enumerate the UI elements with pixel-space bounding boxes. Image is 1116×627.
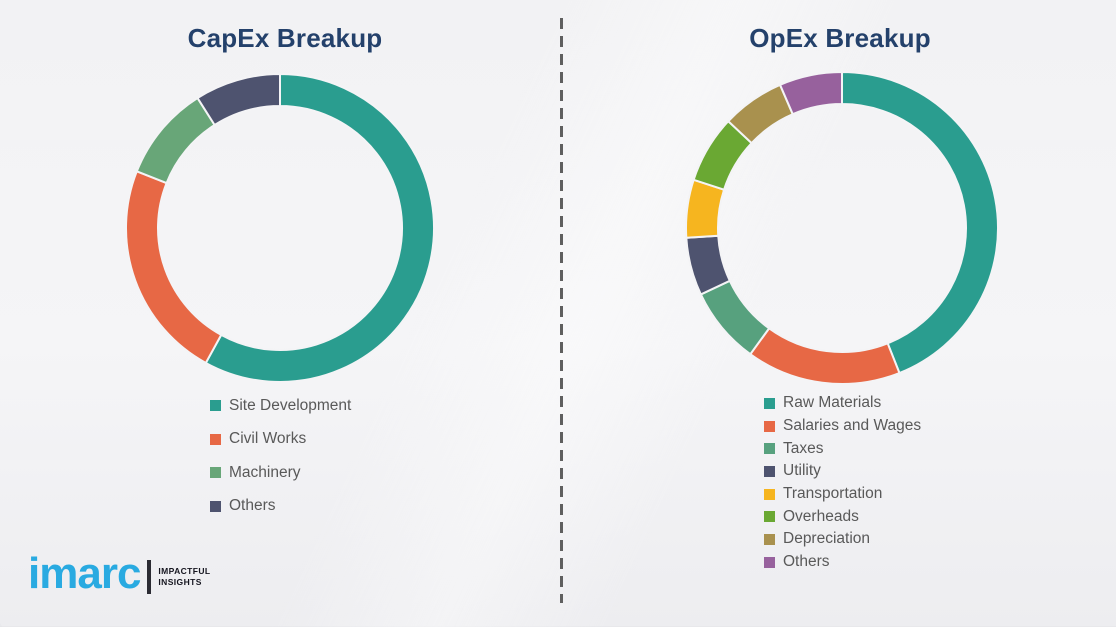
legend-label: Others — [229, 497, 276, 515]
legend-label: Machinery — [229, 463, 301, 481]
legend-swatch — [764, 533, 775, 545]
legend-item-utility: Utility — [764, 460, 921, 483]
legend-label: Utility — [783, 462, 821, 480]
donut-slice-machinery — [135, 96, 217, 185]
legend-label: Others — [783, 553, 830, 571]
legend-swatch — [764, 488, 775, 500]
logo-divider-bar — [147, 560, 152, 594]
legend-label: Depreciation — [783, 530, 871, 548]
opex-legend: Raw Materials Salaries and Wages Taxes U… — [764, 392, 921, 574]
legend-item-salaries-and-wages: Salaries and Wages — [764, 415, 921, 438]
legend-swatch — [764, 556, 775, 568]
donut-slice-salaries-and-wages — [748, 326, 901, 386]
legend-label: Site Development — [229, 396, 352, 414]
legend-item-raw-materials: Raw Materials — [764, 392, 921, 415]
imarc-logo-text: imarc — [28, 549, 141, 598]
legend-item-taxes: Taxes — [764, 437, 921, 460]
legend-swatch — [764, 420, 775, 432]
legend-swatch — [210, 467, 221, 479]
legend-swatch — [764, 465, 775, 477]
legend-item-others-capex: Others — [210, 490, 351, 524]
legend-swatch — [210, 433, 221, 445]
capex-donut-chart — [125, 72, 435, 383]
legend-item-others-opex: Others — [764, 551, 921, 574]
legend-item-transportation: Transportation — [764, 483, 921, 506]
donut-slice-civil-works — [125, 170, 223, 365]
legend-item-overheads: Overheads — [764, 505, 921, 528]
legend-label: Raw Materials — [783, 394, 882, 412]
capex-legend: Site Development Civil Works Machinery O… — [210, 389, 351, 523]
donut-slice-taxes — [699, 279, 771, 356]
imarc-logo: imarc IMPACTFUL INSIGHTS — [28, 552, 211, 596]
donut-slice-raw-materials — [841, 70, 1000, 375]
legend-label: Transportation — [783, 485, 883, 503]
logo-tagline: IMPACTFUL INSIGHTS — [158, 566, 210, 588]
legend-swatch — [210, 500, 221, 512]
donut-slice-site-development — [204, 72, 435, 383]
legend-item-machinery: Machinery — [210, 456, 351, 490]
legend-label: Taxes — [783, 439, 824, 457]
legend-swatch — [210, 400, 221, 412]
legend-swatch — [764, 443, 775, 455]
opex-chart-title: OpEx Breakup — [749, 23, 931, 53]
dashed-divider-line — [560, 18, 563, 603]
capex-chart-title: CapEx Breakup — [187, 23, 383, 53]
legend-label: Salaries and Wages — [783, 417, 922, 435]
donut-slice-others — [196, 72, 281, 127]
legend-item-depreciation: Depreciation — [764, 528, 921, 551]
donut-slice-others — [778, 70, 843, 116]
legend-item-civil-works: Civil Works — [210, 423, 351, 457]
logo-tagline-line1: IMPACTFUL — [158, 565, 211, 576]
legend-item-site-development: Site Development — [210, 389, 351, 423]
legend-swatch — [764, 511, 775, 523]
legend-swatch — [764, 397, 775, 409]
legend-label: Civil Works — [229, 430, 307, 448]
opex-donut-chart — [685, 70, 1000, 386]
logo-tagline-line2: INSIGHTS — [158, 577, 202, 587]
legend-label: Overheads — [783, 507, 859, 525]
